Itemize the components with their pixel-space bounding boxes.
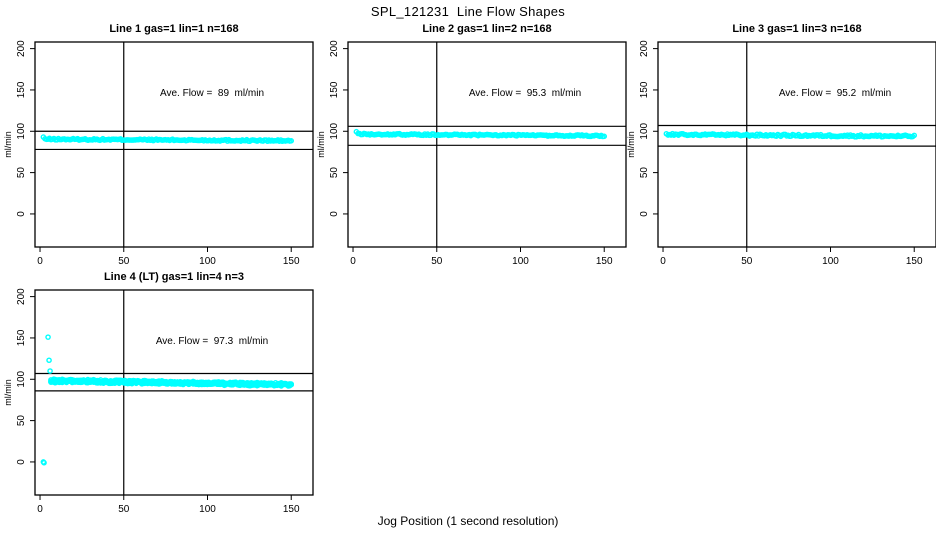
- ave-flow-annotation-line-1: Ave. Flow = 89 ml/min: [159, 88, 265, 99]
- plot-box: [34, 41, 314, 248]
- plot-area-line-3: 0 50 100 150 200 0 50 100 150 ml/min: [626, 40, 936, 267]
- panel-title-line-1: Line 1 gas=1 lin=1 n=168: [109, 23, 239, 35]
- panel-line-1: Line 1 gas=1 lin=1 n=168 0 50 100 150 200 0 50…: [3, 20, 314, 270]
- plot-box: [34, 289, 314, 496]
- x-tick-label: 0: [37, 256, 43, 267]
- y-tick-label: 0: [329, 211, 340, 217]
- y-tick-label: 100: [16, 370, 27, 387]
- plot-box: [657, 41, 936, 248]
- panel-title-line-3: Line 3 gas=1 lin=3 n=168: [732, 23, 862, 35]
- panel-title-line-2: Line 2 gas=1 lin=2 n=168: [422, 23, 552, 35]
- x-tick-label: 50: [118, 256, 130, 267]
- y-tick-label: 0: [639, 211, 650, 217]
- panel-line-3: Line 3 gas=1 lin=3 n=168 0 50 100 150 200 0 50…: [626, 20, 936, 270]
- y-tick-label: 100: [329, 122, 340, 139]
- y-tick-label: 150: [16, 329, 27, 346]
- y-tick-label: 50: [16, 167, 27, 179]
- y-axis-title: ml/min: [626, 131, 636, 158]
- x-axis-label: Jog Position (1 second resolution): [377, 514, 559, 528]
- x-tick-label: 0: [660, 256, 666, 267]
- x-tick-label: 50: [431, 256, 443, 267]
- data-point: [41, 459, 47, 466]
- y-axis-title: ml/min: [3, 131, 13, 158]
- y-tick-label: 150: [329, 81, 340, 98]
- data-point: [46, 357, 52, 364]
- plot-area-line-1: 0 50 100 150 200 0 50 100 150 ml/min: [3, 40, 314, 267]
- y-tick-label: 0: [16, 211, 27, 217]
- data-point: [601, 133, 608, 140]
- x-tick-label: 100: [199, 256, 216, 267]
- y-tick-label: 200: [16, 40, 27, 57]
- x-tick-label: 150: [283, 504, 300, 515]
- ave-flow-annotation-line-2: Ave. Flow = 95.3 ml/min: [468, 88, 582, 99]
- data-point: [911, 132, 918, 139]
- x-tick-label: 150: [283, 256, 300, 267]
- data-point: [47, 368, 53, 374]
- y-tick-label: 100: [639, 122, 650, 139]
- data-point: [288, 381, 295, 387]
- data-point: [45, 334, 51, 340]
- y-tick-label: 200: [639, 40, 650, 57]
- y-axis-title: ml/min: [3, 379, 13, 406]
- x-tick-label: 150: [906, 256, 923, 267]
- data-point: [288, 138, 295, 144]
- ave-flow-annotation-line-3: Ave. Flow = 95.2 ml/min: [778, 88, 892, 99]
- plot-box: [347, 41, 627, 248]
- ave-flow-annotation-line-4: Ave. Flow = 97.3 ml/min: [155, 336, 269, 347]
- panel-line-2: Line 2 gas=1 lin=2 n=168 0 50 100 150 200 0 50…: [316, 20, 627, 270]
- plot-area-line-2: 0 50 100 150 200 0 50 100 150 ml/min: [316, 40, 627, 267]
- y-tick-label: 100: [16, 122, 27, 139]
- panel-title-line-4: Line 4 (LT) gas=1 lin=4 n=3: [103, 271, 245, 283]
- y-tick-label: 50: [16, 415, 27, 427]
- x-tick-label: 0: [350, 256, 356, 267]
- x-tick-label: 150: [596, 256, 613, 267]
- x-tick-label: 100: [822, 256, 839, 267]
- y-tick-label: 0: [16, 459, 27, 465]
- x-tick-label: 50: [118, 504, 130, 515]
- y-axis-title: ml/min: [316, 131, 326, 158]
- main-title: SPL_121231 Line Flow Shapes: [370, 4, 566, 19]
- x-tick-label: 50: [741, 256, 753, 267]
- y-tick-label: 150: [639, 81, 650, 98]
- y-tick-label: 200: [329, 40, 340, 57]
- y-tick-label: 150: [16, 81, 27, 98]
- x-tick-label: 100: [512, 256, 529, 267]
- y-tick-label: 50: [639, 167, 650, 179]
- x-tick-label: 100: [199, 504, 216, 515]
- x-tick-label: 0: [37, 504, 43, 515]
- y-tick-label: 200: [16, 288, 27, 305]
- plot-area-line-4: 0 50 100 150 200 0 50 100 150 ml/min: [3, 288, 314, 515]
- panel-line-4: Line 4 (LT) gas=1 lin=4 n=3 0 50 100 150 200…: [3, 268, 314, 518]
- y-tick-label: 50: [329, 167, 340, 179]
